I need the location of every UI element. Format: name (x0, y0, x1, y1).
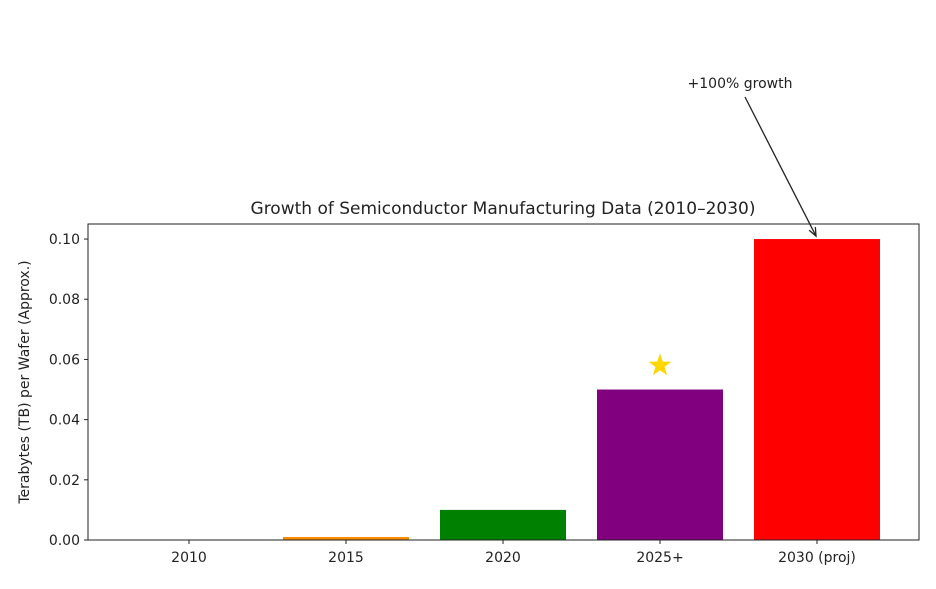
y-tick-label: 0.06 (49, 352, 80, 368)
star-icon (649, 353, 672, 375)
chart-title: Growth of Semiconductor Manufacturing Da… (251, 199, 756, 219)
y-tick-label: 0.00 (49, 533, 80, 549)
y-tick-label: 0.02 (49, 473, 80, 489)
y-tick-label: 0.08 (49, 292, 80, 308)
x-tick-label: 2020 (485, 550, 521, 566)
x-tick-label: 2010 (171, 550, 207, 566)
bar-2020 (440, 510, 566, 540)
y-tick-label: 0.10 (49, 232, 80, 248)
x-tick-label: 2015 (328, 550, 364, 566)
bar-2030-proj- (754, 239, 880, 540)
y-axis-label: Terabytes (TB) per Wafer (Approx.) (17, 260, 33, 504)
x-tick-label: 2025+ (636, 550, 683, 566)
annotation-text: +100% growth (688, 76, 793, 92)
annotation-arrow (745, 97, 816, 236)
x-tick-label: 2030 (proj) (778, 550, 856, 566)
bar-2025- (597, 390, 723, 540)
y-tick-label: 0.04 (49, 413, 80, 429)
